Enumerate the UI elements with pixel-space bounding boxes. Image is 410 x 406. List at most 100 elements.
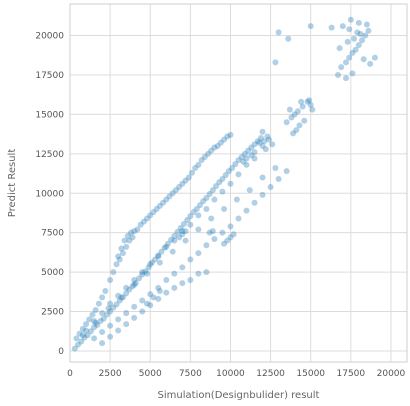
data-point (168, 236, 175, 243)
data-point (123, 310, 130, 317)
data-point (144, 300, 151, 307)
data-point (201, 153, 208, 160)
data-point (171, 232, 178, 239)
data-point (115, 253, 122, 260)
data-point (160, 199, 167, 206)
data-point (119, 294, 126, 301)
plot-frame (69, 3, 408, 363)
data-point (259, 174, 266, 181)
x-tick-label: 7500 (179, 369, 202, 379)
data-point (115, 292, 122, 299)
data-point (147, 302, 154, 309)
data-point (81, 334, 88, 341)
data-point (107, 308, 114, 315)
grid-lines (69, 4, 407, 362)
data-point (354, 29, 361, 36)
data-point (203, 269, 210, 276)
data-point (132, 280, 139, 287)
data-point (221, 206, 228, 213)
data-point (347, 16, 354, 23)
data-point (195, 270, 202, 277)
data-point (184, 217, 191, 224)
y-tick-label: 10000 (35, 189, 64, 199)
data-point (107, 300, 114, 307)
data-point (155, 253, 162, 260)
y-tick-label: 5000 (41, 268, 64, 278)
data-point (240, 158, 247, 165)
y-tick-label: 20000 (35, 32, 64, 42)
data-point (171, 237, 178, 244)
data-points (71, 16, 378, 352)
data-point (99, 340, 106, 347)
data-point (216, 179, 223, 186)
data-point (264, 133, 271, 140)
data-point (195, 250, 202, 257)
data-point (155, 284, 162, 291)
data-point (83, 321, 90, 328)
data-point (195, 212, 202, 219)
data-point (179, 264, 186, 271)
data-point (355, 19, 362, 26)
data-point (110, 269, 117, 276)
data-point (99, 329, 106, 336)
data-point (139, 308, 146, 315)
data-point (187, 256, 194, 263)
x-tick-label: 12500 (256, 369, 285, 379)
data-point (221, 136, 228, 143)
data-point (203, 206, 210, 213)
data-point (235, 157, 242, 164)
data-point (243, 207, 250, 214)
data-point (131, 314, 138, 321)
data-point (307, 23, 314, 30)
x-tick-label: 20000 (377, 369, 406, 379)
x-tick-label: 15000 (296, 369, 325, 379)
data-point (123, 284, 130, 291)
data-point (71, 345, 78, 352)
data-point (190, 209, 197, 216)
data-point (193, 206, 200, 213)
data-point (222, 172, 229, 179)
data-point (230, 231, 237, 238)
data-point (245, 147, 252, 154)
data-point (219, 176, 226, 183)
data-point (299, 103, 306, 110)
data-point (219, 229, 226, 236)
data-point (259, 191, 266, 198)
data-point (283, 119, 290, 126)
data-point (296, 122, 303, 129)
data-point (238, 153, 245, 160)
data-point (254, 138, 261, 145)
data-point (163, 196, 170, 203)
data-point (185, 174, 192, 181)
data-point (179, 180, 186, 187)
data-point (365, 27, 372, 34)
data-point (198, 157, 205, 164)
data-point (158, 248, 165, 255)
data-point (179, 231, 186, 238)
data-point (147, 212, 154, 219)
data-point (211, 144, 218, 151)
data-point (259, 142, 266, 149)
data-point (129, 283, 136, 290)
data-point (118, 294, 125, 301)
data-point (243, 161, 250, 168)
data-point (99, 294, 106, 301)
y-tick-label: 17500 (35, 71, 64, 81)
data-point (362, 32, 369, 39)
data-point (288, 114, 295, 121)
data-point (203, 194, 210, 201)
data-point (164, 240, 171, 247)
data-point (346, 26, 353, 33)
data-point (169, 190, 176, 197)
data-point (257, 135, 264, 142)
data-point (275, 29, 282, 36)
data-point (91, 317, 98, 324)
data-point (139, 297, 146, 304)
data-point (339, 23, 346, 30)
x-tick-label: 2500 (99, 369, 122, 379)
data-point (129, 234, 136, 241)
data-point (136, 275, 143, 282)
data-point (172, 187, 179, 194)
data-point (227, 223, 234, 230)
x-tick-label: 0 (67, 369, 73, 379)
